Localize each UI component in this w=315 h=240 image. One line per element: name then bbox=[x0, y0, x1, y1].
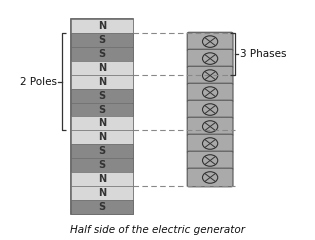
Text: N: N bbox=[98, 63, 106, 73]
Bar bbox=[71, 47, 133, 61]
FancyBboxPatch shape bbox=[187, 49, 233, 68]
Text: 3 Phases: 3 Phases bbox=[239, 49, 286, 59]
FancyBboxPatch shape bbox=[187, 66, 233, 85]
Text: S: S bbox=[98, 35, 105, 45]
Text: N: N bbox=[98, 77, 106, 87]
FancyBboxPatch shape bbox=[187, 83, 233, 102]
Text: S: S bbox=[98, 202, 105, 212]
FancyBboxPatch shape bbox=[187, 151, 233, 170]
Text: N: N bbox=[98, 21, 106, 31]
FancyBboxPatch shape bbox=[187, 117, 233, 136]
Text: S: S bbox=[98, 146, 105, 156]
Bar bbox=[71, 172, 133, 186]
Text: N: N bbox=[98, 174, 106, 184]
FancyBboxPatch shape bbox=[187, 134, 233, 153]
Text: N: N bbox=[98, 118, 106, 128]
Text: Half side of the electric generator: Half side of the electric generator bbox=[70, 225, 245, 235]
Text: N: N bbox=[98, 188, 106, 198]
Text: S: S bbox=[98, 91, 105, 101]
Bar bbox=[71, 102, 133, 116]
Bar bbox=[71, 144, 133, 158]
Text: S: S bbox=[98, 160, 105, 170]
Text: N: N bbox=[98, 132, 106, 142]
FancyBboxPatch shape bbox=[187, 168, 233, 187]
Text: S: S bbox=[98, 49, 105, 59]
Text: S: S bbox=[98, 105, 105, 114]
FancyBboxPatch shape bbox=[187, 32, 233, 51]
Bar bbox=[71, 200, 133, 214]
Bar bbox=[71, 158, 133, 172]
Bar bbox=[71, 130, 133, 144]
Bar bbox=[71, 33, 133, 47]
Bar bbox=[71, 75, 133, 89]
Bar bbox=[71, 19, 133, 33]
Bar bbox=[71, 186, 133, 200]
Bar bbox=[71, 19, 133, 214]
Bar bbox=[71, 61, 133, 75]
FancyBboxPatch shape bbox=[187, 100, 233, 119]
Bar bbox=[71, 89, 133, 102]
Bar bbox=[71, 116, 133, 130]
Text: 2 Poles: 2 Poles bbox=[20, 77, 57, 87]
